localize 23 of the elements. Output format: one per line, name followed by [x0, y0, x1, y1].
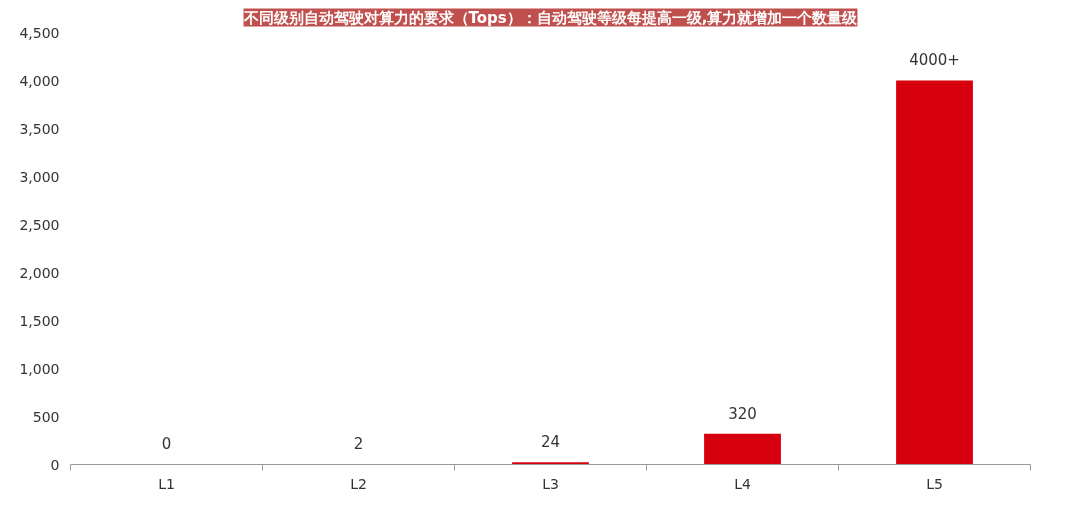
data-label: 2 [353, 435, 364, 454]
y-tick-label: 4,000 [19, 72, 60, 89]
bar [896, 80, 973, 465]
y-tick-label: 3,500 [19, 120, 60, 137]
y-tick-label: 0 [50, 456, 60, 473]
y-tick-label: 2,000 [19, 264, 60, 281]
x-tick-label: L2 [350, 475, 367, 492]
data-label: 0 [161, 435, 172, 454]
y-tick-label: 1,000 [19, 360, 60, 377]
data-label: 24 [540, 433, 561, 452]
x-tick-label: L4 [734, 475, 751, 492]
y-tick-label: 3,000 [19, 168, 60, 185]
x-tick-label: L3 [542, 475, 559, 492]
y-tick-label: 4,500 [19, 24, 60, 41]
y-tick-label: 500 [32, 408, 60, 425]
x-tick-label: L1 [158, 475, 175, 492]
x-tick-label: L5 [926, 475, 943, 492]
y-tick-label: 2,500 [19, 216, 60, 233]
y-tick-label: 1,500 [19, 312, 60, 329]
bar [704, 433, 781, 465]
chart-title: 不同级别自动驾驶对算力的要求（Tops）：自动驾驶等级每提高一级,算力就增加一个数量级 [242, 8, 859, 27]
data-label: 320 [728, 404, 757, 423]
data-label: 4000+ [909, 51, 960, 70]
